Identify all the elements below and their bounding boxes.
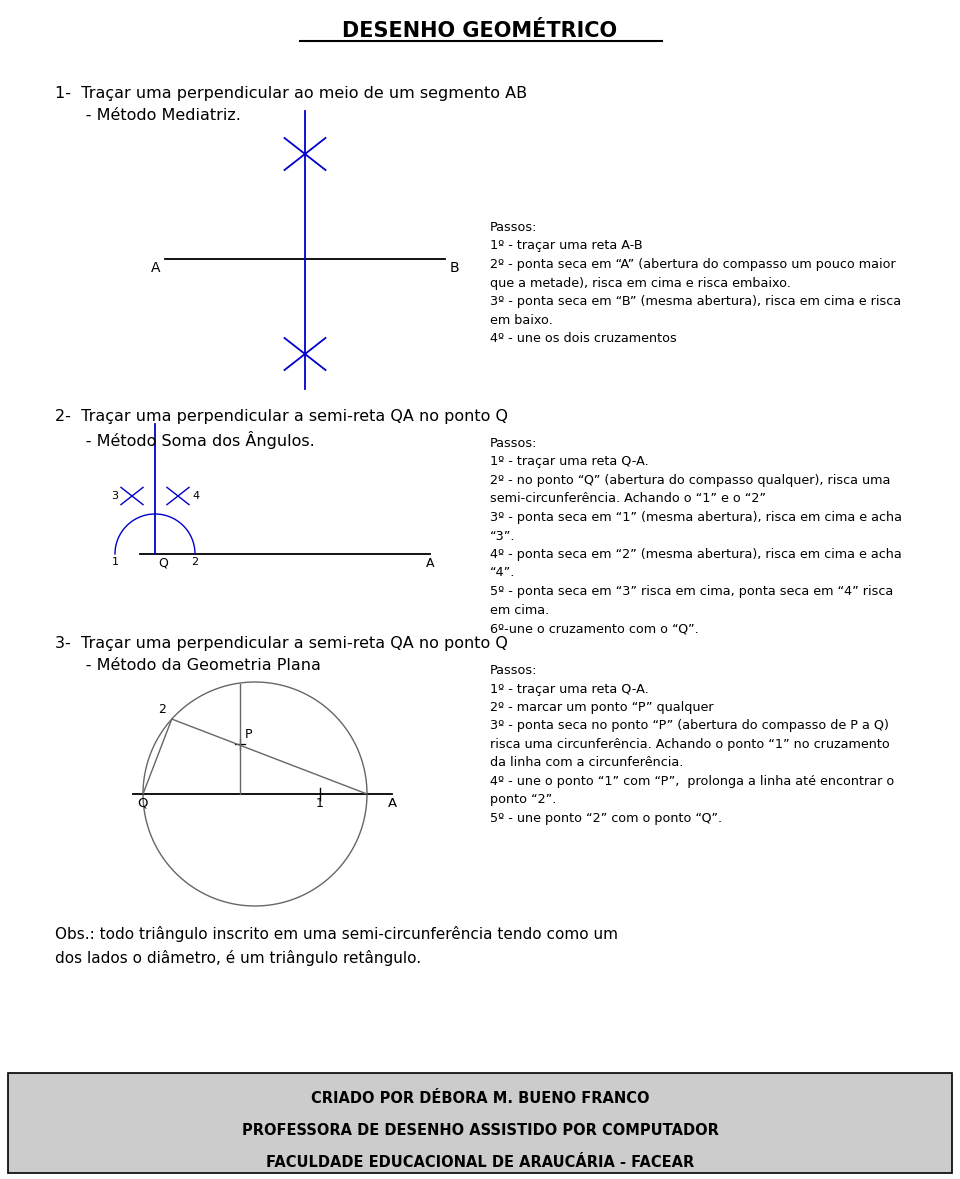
Text: A: A [388,797,396,810]
Text: A: A [151,261,160,275]
Text: - Método da Geometria Plana: - Método da Geometria Plana [55,658,321,673]
Text: Passos:
1º - traçar uma reta Q-A.
2º - marcar um ponto “P” qualquer
3º - ponta s: Passos: 1º - traçar uma reta Q-A. 2º - m… [490,664,895,825]
Bar [8,1073,952,1173]
Text: 3: 3 [111,490,118,501]
Text: 4: 4 [192,490,199,501]
Text: 3-  Traçar uma perpendicular a semi-reta QA no ponto Q: 3- Traçar uma perpendicular a semi-reta … [55,635,508,651]
Text: Passos:
1º - traçar uma reta A-B
2º - ponta seca em “A” (abertura do compasso um: Passos: 1º - traçar uma reta A-B 2º - po… [490,220,901,345]
Text: Q: Q [137,797,148,810]
Text: 1: 1 [316,797,324,810]
Text: 1: 1 [111,556,118,567]
Text: Passos:
1º - traçar uma reta Q-A.
2º - no ponto “Q” (abertura do compasso qualqu: Passos: 1º - traçar uma reta Q-A. 2º - n… [490,437,902,635]
Text: P: P [245,727,252,740]
Text: Q: Q [158,556,168,569]
Text: PROFESSORA DE DESENHO ASSISTIDO POR COMPUTADOR: PROFESSORA DE DESENHO ASSISTIDO POR COMP… [242,1124,718,1138]
Text: - Método Mediatriz.: - Método Mediatriz. [55,108,241,123]
Text: 2: 2 [157,703,166,716]
Text: FACULDADE EDUCACIONAL DE ARAUCÁRIA - FACEAR: FACULDADE EDUCACIONAL DE ARAUCÁRIA - FAC… [266,1155,694,1170]
Text: B: B [450,261,460,275]
Text: - Método Soma dos Ângulos.: - Método Soma dos Ângulos. [55,432,315,449]
Text: 2-  Traçar uma perpendicular a semi-reta QA no ponto Q: 2- Traçar uma perpendicular a semi-reta … [55,409,508,424]
Text: A: A [425,556,434,569]
Text: DESENHO GEOMÉTRICO: DESENHO GEOMÉTRICO [343,21,617,41]
Text: Obs.: todo triângulo inscrito em uma semi-circunferência tendo como um
dos lados: Obs.: todo triângulo inscrito em uma sem… [55,926,618,966]
Text: CRIADO POR DÉBORA M. BUENO FRANCO: CRIADO POR DÉBORA M. BUENO FRANCO [311,1091,649,1106]
Text: 2: 2 [191,556,199,567]
Text: 1-  Traçar uma perpendicular ao meio de um segmento AB: 1- Traçar uma perpendicular ao meio de u… [55,86,527,101]
